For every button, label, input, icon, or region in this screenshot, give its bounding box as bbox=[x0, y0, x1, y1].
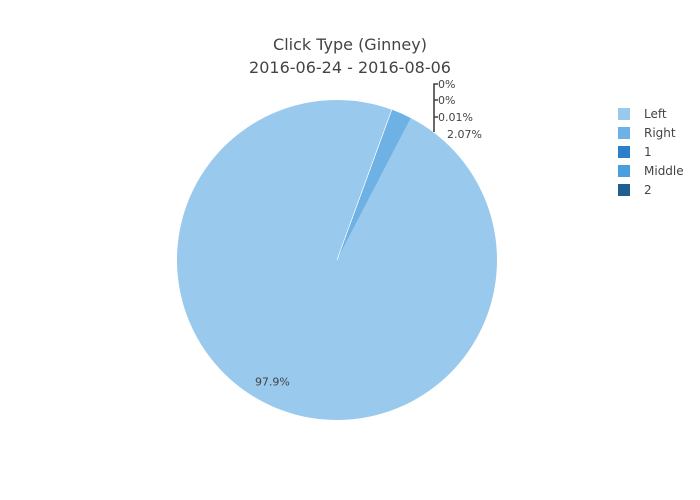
slice-label-1: 0.01% bbox=[438, 111, 473, 124]
legend-swatch-2[interactable] bbox=[618, 184, 630, 196]
slice-leader-line bbox=[433, 83, 438, 132]
legend-label-right[interactable]: Right bbox=[644, 126, 676, 140]
slice-label-left: 97.9% bbox=[255, 376, 290, 389]
legend-swatch-middle[interactable] bbox=[618, 165, 630, 177]
legend-swatch-1[interactable] bbox=[618, 146, 630, 158]
legend-swatch-left[interactable] bbox=[618, 108, 630, 120]
legend-swatch-right[interactable] bbox=[618, 127, 630, 139]
slice-labels: 97.9% 2.07% 0.01% 0% 0% bbox=[255, 78, 482, 389]
pie-slice-2[interactable] bbox=[336, 109, 392, 261]
pie-slices bbox=[176, 99, 497, 420]
legend-label-left[interactable]: Left bbox=[644, 107, 667, 121]
legend: Left Right 1 Middle 2 bbox=[618, 107, 684, 197]
slice-label-middle: 0% bbox=[438, 94, 455, 107]
legend-label-middle[interactable]: Middle bbox=[644, 164, 684, 178]
legend-label-1[interactable]: 1 bbox=[644, 145, 652, 159]
slice-label-2: 0% bbox=[438, 78, 455, 91]
pie-slice-right[interactable] bbox=[337, 109, 411, 260]
legend-label-2[interactable]: 2 bbox=[644, 183, 652, 197]
chart-subtitle: 2016-06-24 - 2016-08-06 bbox=[249, 58, 451, 77]
chart-title: Click Type (Ginney) bbox=[273, 35, 427, 54]
slice-label-right: 2.07% bbox=[447, 128, 482, 141]
